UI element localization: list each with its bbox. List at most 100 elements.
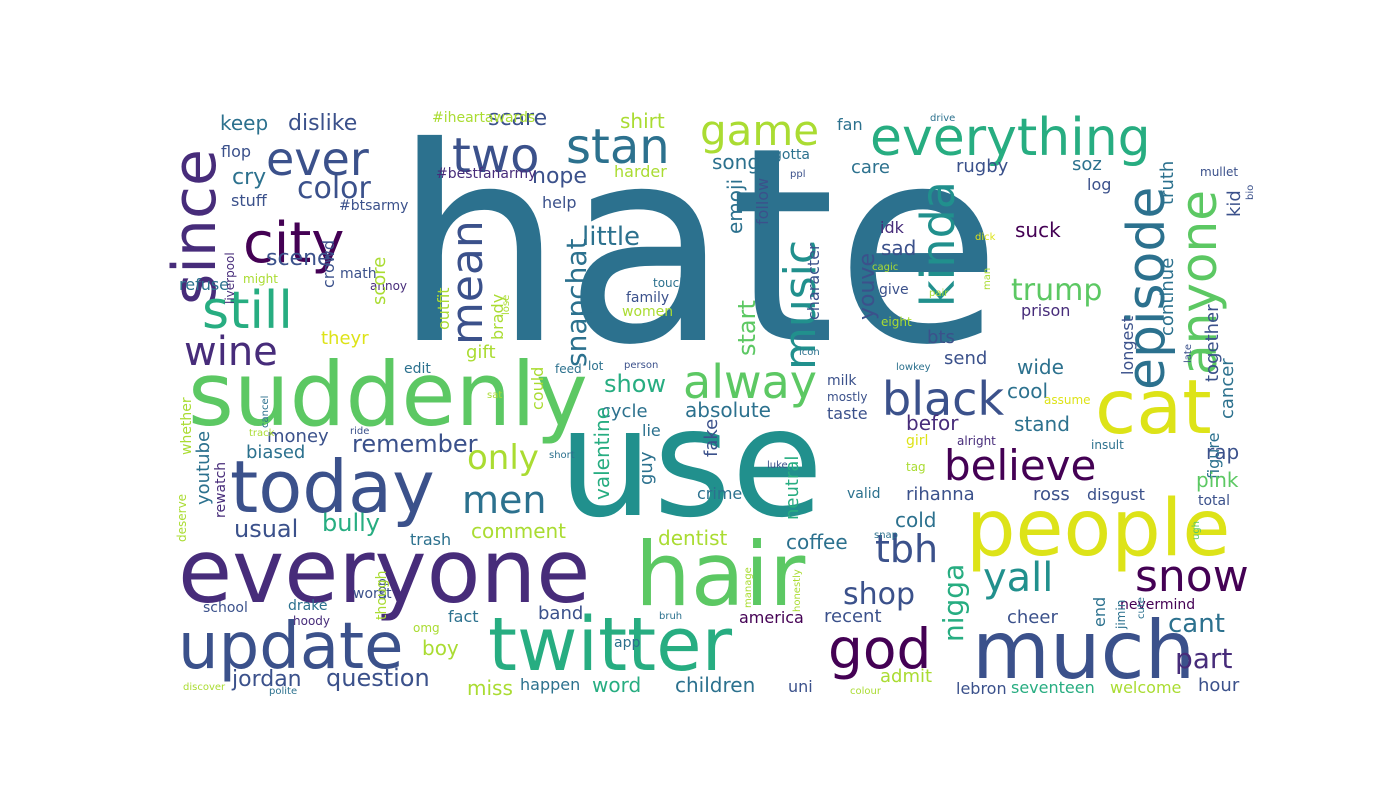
cloud-word: stuff bbox=[231, 191, 268, 210]
cloud-word: suddenly bbox=[188, 343, 588, 446]
cloud-word: crime bbox=[697, 484, 742, 503]
cloud-word: youtube bbox=[193, 431, 214, 505]
cloud-word: whether bbox=[179, 397, 195, 455]
cloud-word: person bbox=[624, 360, 658, 371]
cloud-word: annoy bbox=[370, 279, 407, 293]
cloud-word: math bbox=[340, 266, 377, 282]
cloud-word: end bbox=[1090, 597, 1109, 627]
cloud-word: dentist bbox=[658, 526, 727, 550]
cloud-word: touch bbox=[653, 276, 687, 290]
cloud-word: twitter bbox=[488, 602, 733, 688]
cloud-word: cancel bbox=[260, 396, 271, 428]
cloud-word: hour bbox=[1198, 675, 1240, 696]
cloud-word: guy bbox=[636, 451, 657, 485]
cloud-word: feed bbox=[555, 362, 582, 376]
cloud-word: mean bbox=[442, 220, 493, 345]
cloud-word: valid bbox=[847, 486, 881, 502]
cloud-word: edit bbox=[404, 361, 431, 377]
cloud-word: remember bbox=[352, 430, 478, 458]
cloud-word: since bbox=[160, 149, 230, 305]
cloud-word: deserve bbox=[175, 494, 189, 542]
cloud-word: gotta bbox=[773, 147, 810, 163]
cloud-word: flop bbox=[221, 142, 251, 161]
cloud-word: jimin bbox=[1114, 600, 1128, 630]
cloud-word: trump bbox=[1011, 273, 1102, 308]
cloud-word: kid bbox=[1224, 190, 1245, 217]
cloud-word: milk bbox=[827, 373, 857, 389]
cloud-word: uni bbox=[788, 677, 813, 696]
cloud-word: show bbox=[604, 370, 666, 398]
cloud-word: rewatch bbox=[213, 462, 229, 518]
cloud-word: taste bbox=[827, 404, 868, 423]
cloud-word: welcome bbox=[1110, 678, 1181, 697]
cloud-word: jordan bbox=[231, 667, 302, 692]
cloud-word: women bbox=[622, 304, 673, 320]
cloud-word: tag bbox=[906, 460, 926, 474]
cloud-word: question bbox=[326, 664, 430, 692]
cloud-word: log bbox=[1087, 175, 1111, 194]
cloud-word: much bbox=[972, 604, 1195, 697]
cloud-word: cat bbox=[1095, 363, 1212, 451]
cloud-word: #iheartawards bbox=[432, 110, 535, 126]
cloud-word: girl bbox=[906, 433, 928, 449]
cloud-word: hoody bbox=[293, 614, 330, 628]
cloud-word: gift bbox=[466, 342, 496, 363]
cloud-word: polite bbox=[269, 686, 297, 697]
cloud-word: character bbox=[804, 243, 823, 320]
cloud-word: game bbox=[700, 106, 819, 155]
cloud-word: idk bbox=[880, 218, 905, 237]
cloud-word: harder bbox=[614, 162, 667, 181]
cloud-word: song bbox=[712, 150, 760, 174]
cloud-word: black bbox=[882, 372, 1004, 426]
cloud-word: disgust bbox=[1087, 485, 1145, 504]
cloud-word: emoji bbox=[723, 179, 747, 234]
cloud-word: ugh bbox=[1191, 521, 1202, 540]
cloud-word: cycle bbox=[601, 401, 648, 422]
cloud-word: outfit bbox=[434, 287, 453, 330]
cloud-word: total bbox=[1198, 493, 1230, 509]
cloud-word: absolute bbox=[685, 398, 771, 422]
cloud-word: shirt bbox=[620, 109, 665, 133]
cloud-word: bully bbox=[322, 509, 380, 537]
cloud-word: hair bbox=[635, 523, 806, 626]
cloud-word: bruh bbox=[659, 611, 682, 622]
cloud-word: omg bbox=[413, 621, 440, 635]
cloud-word: nigga bbox=[937, 564, 970, 642]
cloud-word: sat bbox=[487, 390, 502, 401]
cloud-word: fact bbox=[448, 607, 479, 626]
cloud-word: miss bbox=[467, 676, 513, 700]
cloud-word: still bbox=[202, 281, 293, 341]
cloud-word: rihanna bbox=[906, 484, 975, 505]
cloud-word: ever bbox=[266, 132, 369, 186]
cloud-word: usual bbox=[234, 515, 298, 543]
cloud-word: valentine bbox=[590, 407, 614, 500]
cloud-word: #btsarmy bbox=[339, 198, 408, 214]
cloud-word: dislike bbox=[288, 111, 357, 136]
cloud-word: #bestfanarmy bbox=[436, 166, 536, 182]
cloud-word: short bbox=[549, 450, 575, 461]
cloud-word: discover bbox=[183, 682, 226, 693]
cloud-word: lebron bbox=[956, 679, 1007, 698]
cloud-word: comment bbox=[471, 519, 566, 543]
cloud-word: together bbox=[1202, 304, 1223, 382]
cloud-word: shop bbox=[843, 577, 915, 612]
cloud-word: assume bbox=[1044, 393, 1091, 407]
cloud-word: icon bbox=[799, 347, 820, 358]
cloud-word: cop bbox=[375, 578, 389, 600]
cloud-word: cagic bbox=[872, 262, 898, 273]
cloud-word: anyone bbox=[1170, 190, 1228, 375]
cloud-word: ppl bbox=[790, 169, 805, 180]
cloud-word: alright bbox=[957, 434, 996, 448]
cloud-word: hate bbox=[393, 89, 1002, 404]
cloud-word: use bbox=[558, 377, 824, 551]
cloud-word: cheer bbox=[1007, 607, 1058, 628]
cloud-word: man bbox=[982, 268, 993, 290]
cloud-word: continue bbox=[1157, 258, 1178, 336]
cloud-word: rugby bbox=[956, 156, 1009, 177]
cloud-word: neutral bbox=[782, 456, 803, 520]
cloud-word: pair bbox=[929, 288, 949, 299]
cloud-word: crowd bbox=[319, 240, 338, 288]
cloud-word: might bbox=[243, 272, 278, 286]
cloud-word: could bbox=[528, 367, 547, 410]
cloud-word: biased bbox=[246, 442, 305, 463]
